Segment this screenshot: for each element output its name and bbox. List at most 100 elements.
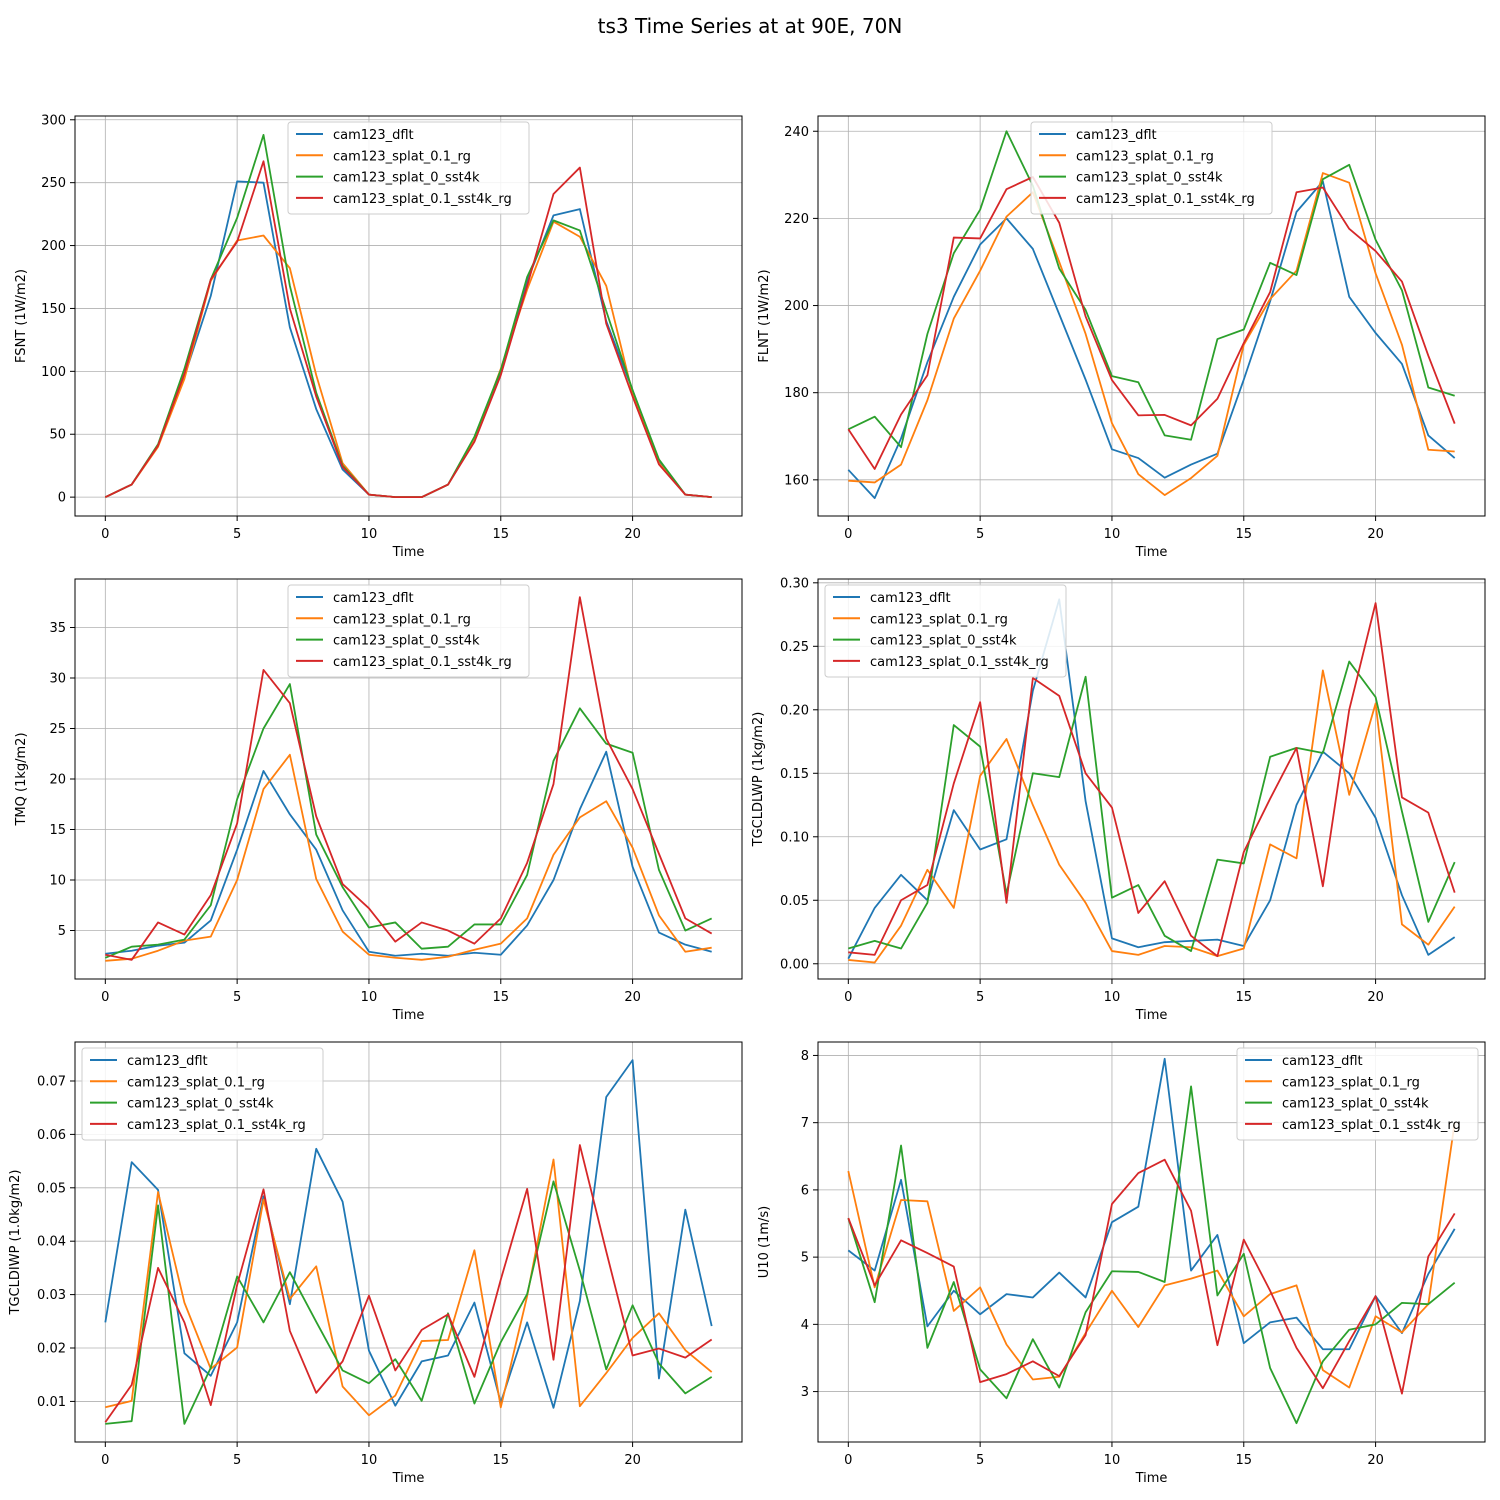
x-tick-label: 15 <box>492 1453 509 1468</box>
legend-box <box>824 584 1067 678</box>
y-tick-label: 5 <box>801 1251 809 1266</box>
legend-label: cam123_splat_0_sst4k <box>333 634 480 649</box>
legend-box <box>1236 1047 1479 1141</box>
legend-label: cam123_splat_0_sst4k <box>1076 171 1223 186</box>
series-line-cam123_splat_0.1_sst4k_rg <box>104 1144 713 1423</box>
legend-label: cam123_splat_0_sst4k <box>127 1097 274 1112</box>
series-line-cam123_splat_0.1_sst4k_rg <box>104 160 712 499</box>
legend-label: cam123_dflt <box>333 128 414 143</box>
legend-label: cam123_splat_0.1_sst4k_rg <box>1076 192 1255 207</box>
legend-label: cam123_splat_0_sst4k <box>1282 1097 1429 1112</box>
legend-label: cam123_splat_0.1_rg <box>1282 1075 1420 1090</box>
y-tick-label: 0.06 <box>37 1128 66 1143</box>
x-tick-label: 0 <box>101 990 109 1005</box>
series-line-cam123_splat_0.1_rg <box>105 753 712 962</box>
y-tick-label: 0.05 <box>37 1181 66 1196</box>
y-axis-label: U10 (1m/s) <box>757 1206 772 1278</box>
x-tick-label: 20 <box>1367 990 1384 1005</box>
x-tick-label: 5 <box>976 990 984 1005</box>
legend-label: cam123_dflt <box>870 591 951 606</box>
y-tick-label: 20 <box>49 773 66 788</box>
y-tick-label: 200 <box>784 299 809 314</box>
series-line-cam123_splat_0_sst4k <box>847 1085 1456 1425</box>
y-tick-label: 6 <box>801 1183 809 1198</box>
legend-label: cam123_splat_0.1_rg <box>127 1075 265 1090</box>
x-tick-label: 20 <box>624 1453 641 1468</box>
x-tick-label: 10 <box>361 1453 378 1468</box>
legend-box <box>287 584 530 678</box>
x-tick-label: 0 <box>844 990 852 1005</box>
y-tick-label: 50 <box>49 428 66 443</box>
x-tick-label: 15 <box>492 990 509 1005</box>
x-axis-label: Time <box>1135 545 1168 560</box>
legend-label: cam123_dflt <box>333 591 414 606</box>
x-tick-label: 20 <box>1367 1453 1384 1468</box>
legend-label: cam123_splat_0.1_sst4k_rg <box>333 192 512 207</box>
chart-tgcldlwp: 0 5 10 15 20 0.00 0.05 0.10 0.15 0.20 0.25 0.30 Time… <box>751 576 1486 1023</box>
legend-label: cam123_dflt <box>1076 128 1157 143</box>
y-tick-label: 300 <box>41 113 66 128</box>
y-tick-label: 0.20 <box>780 703 809 718</box>
series-line-cam123_dflt <box>847 1057 1456 1351</box>
y-tick-label: 7 <box>801 1116 809 1131</box>
x-tick-label: 5 <box>233 990 241 1005</box>
x-axis-label: Time <box>392 1008 425 1023</box>
series-line-cam123_splat_0.1_sst4k_rg <box>848 602 1456 958</box>
y-tick-label: 0.03 <box>37 1288 66 1303</box>
y-tick-label: 240 <box>784 125 809 140</box>
legend: cam123_dflt cam123_splat_0.1_rg cam123_spl… <box>287 121 530 215</box>
chart-tmq: 0 5 10 15 20 5 10 15 20 25 30 35 Time TMQ (1kg/m2) cam… <box>14 578 743 1023</box>
y-tick-label: 0 <box>58 491 66 506</box>
legend: cam123_dflt cam123_splat_0.1_rg cam123_spl… <box>1236 1047 1479 1141</box>
series-line-cam123_splat_0.1_sst4k_rg <box>105 596 713 961</box>
y-tick-label: 0.02 <box>37 1342 66 1357</box>
legend: cam123_dflt cam123_splat_0.1_rg cam123_spl… <box>81 1047 324 1141</box>
y-tick-label: 15 <box>49 823 66 838</box>
y-tick-label: 3 <box>801 1385 809 1400</box>
y-tick-label: 160 <box>784 473 809 488</box>
x-tick-label: 0 <box>844 1453 852 1468</box>
series-line-cam123_splat_0.1_rg <box>848 669 1456 964</box>
x-tick-label: 10 <box>361 990 378 1005</box>
series-line-cam123_splat_0.1_rg <box>847 1122 1456 1389</box>
series-line-cam123_splat_0.1_sst4k_rg <box>847 1158 1456 1395</box>
y-tick-label: 0.04 <box>37 1235 66 1250</box>
y-tick-label: 250 <box>41 176 66 191</box>
legend: cam123_dflt cam123_splat_0.1_rg cam123_spl… <box>824 584 1067 678</box>
legend-label: cam123_splat_0.1_sst4k_rg <box>870 655 1049 670</box>
x-axis-label: Time <box>1135 1008 1168 1023</box>
x-tick-label: 5 <box>976 527 984 542</box>
legend-label: cam123_splat_0.1_sst4k_rg <box>333 655 512 670</box>
x-tick-label: 10 <box>1104 527 1121 542</box>
chart-tgcldiwp: 0 5 10 15 20 0.01 0.02 0.03 0.04 0.05 0.06 0.07 Time… <box>8 1041 743 1486</box>
y-axis-label: TGCLDLWP (1kg/m2) <box>751 712 766 848</box>
y-axis-label: FLNT (1W/m2) <box>757 269 772 362</box>
y-tick-label: 10 <box>49 874 66 889</box>
y-tick-label: 200 <box>41 239 66 254</box>
x-tick-label: 15 <box>1235 990 1252 1005</box>
legend-box <box>81 1047 324 1141</box>
axes-frame <box>817 1041 1486 1443</box>
y-tick-label: 0.07 <box>37 1074 66 1089</box>
y-tick-label: 0.25 <box>780 640 809 655</box>
chart-u10: 0 5 10 15 20 3 4 5 6 7 8 Time U10 (1m/s) cam123_dfltc… <box>757 1041 1486 1486</box>
axes-frame <box>74 115 743 517</box>
y-axis-label: TGCLDIWP (1.0kg/m2) <box>8 1170 23 1316</box>
legend: cam123_dflt cam123_splat_0.1_rg cam123_spl… <box>1030 121 1273 215</box>
x-tick-label: 5 <box>233 1453 241 1468</box>
y-tick-label: 35 <box>49 621 66 636</box>
y-tick-label: 0.10 <box>780 830 809 845</box>
legend-label: cam123_splat_0_sst4k <box>333 171 480 186</box>
x-tick-label: 15 <box>1235 1453 1252 1468</box>
series-line-cam123_splat_0_sst4k <box>105 1180 713 1425</box>
y-tick-label: 4 <box>801 1318 809 1333</box>
series-line-cam123_dflt <box>104 1059 713 1409</box>
x-tick-label: 0 <box>101 1453 109 1468</box>
legend-label: cam123_splat_0.1_rg <box>333 612 471 627</box>
y-tick-label: 220 <box>784 212 809 227</box>
x-tick-label: 5 <box>233 527 241 542</box>
figure-title: ts3 Time Series at at 90E, 70N <box>597 14 903 38</box>
series-line-cam123_splat_0.1_rg <box>848 172 1455 496</box>
y-tick-label: 5 <box>58 924 66 939</box>
